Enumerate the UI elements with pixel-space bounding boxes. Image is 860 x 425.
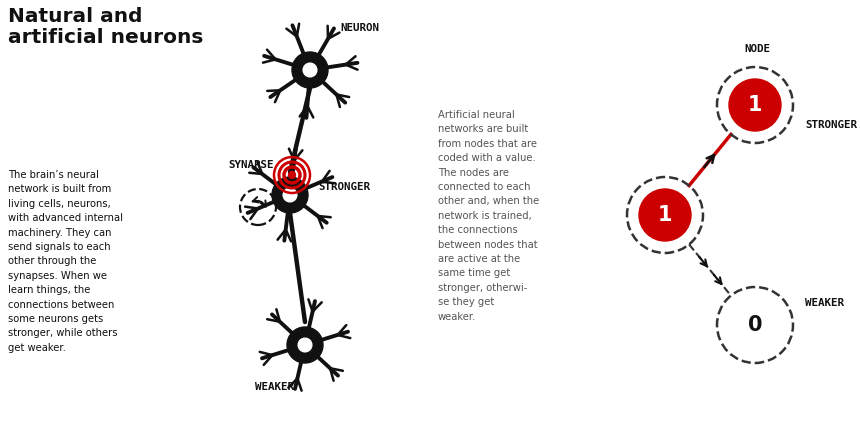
Circle shape [729, 299, 781, 351]
Circle shape [287, 327, 323, 363]
Text: 1: 1 [658, 205, 673, 225]
Text: Artificial neural
networks are built
from nodes that are
coded with a value.
The: Artificial neural networks are built fro… [438, 110, 539, 322]
Text: NODE: NODE [744, 44, 770, 54]
Text: Natural and
artificial neurons: Natural and artificial neurons [8, 7, 203, 47]
Text: SYNAPSE: SYNAPSE [228, 160, 273, 170]
Text: STRONGER: STRONGER [805, 120, 857, 130]
Text: The brain’s neural
network is built from
living cells, neurons,
with advanced in: The brain’s neural network is built from… [8, 170, 123, 353]
Circle shape [288, 172, 296, 178]
Text: WEAKER: WEAKER [805, 298, 844, 308]
Circle shape [292, 52, 328, 88]
Circle shape [639, 189, 691, 241]
Text: WEAKER: WEAKER [255, 382, 294, 392]
Text: NEURON: NEURON [340, 23, 379, 33]
Text: 0: 0 [747, 315, 762, 335]
Circle shape [283, 188, 297, 202]
Circle shape [298, 338, 312, 352]
Circle shape [729, 79, 781, 131]
Text: 1: 1 [747, 95, 762, 115]
Circle shape [304, 63, 316, 77]
Text: STRONGER: STRONGER [318, 182, 370, 192]
Circle shape [272, 177, 308, 213]
